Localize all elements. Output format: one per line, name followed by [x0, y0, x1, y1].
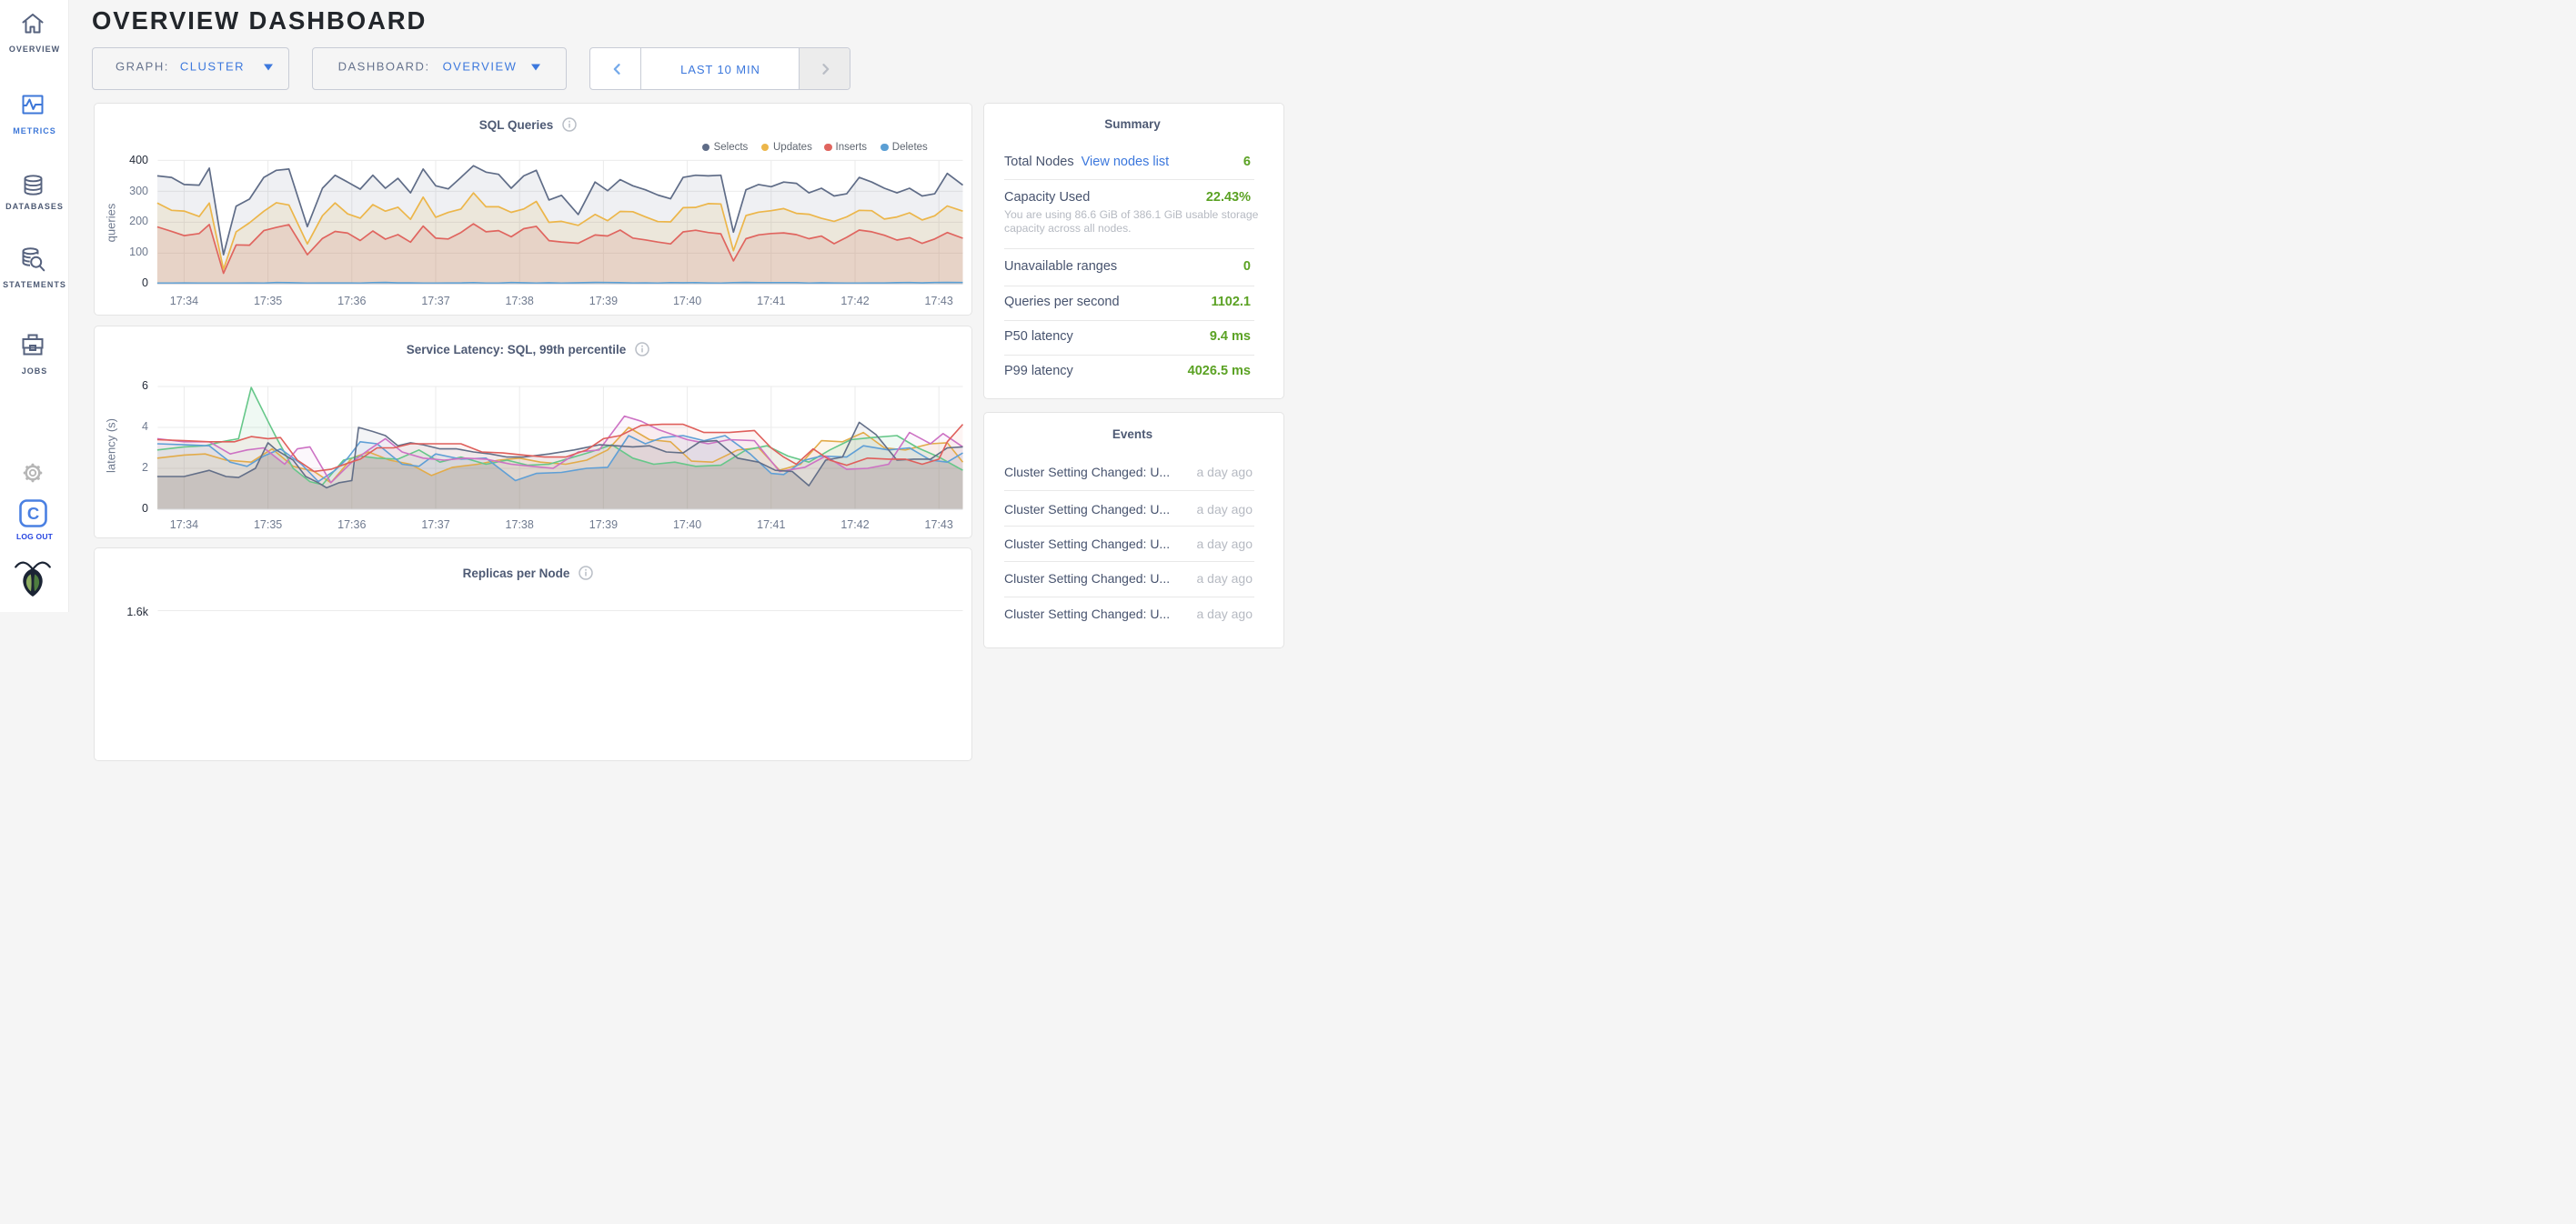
svg-text:C: C	[27, 504, 39, 523]
